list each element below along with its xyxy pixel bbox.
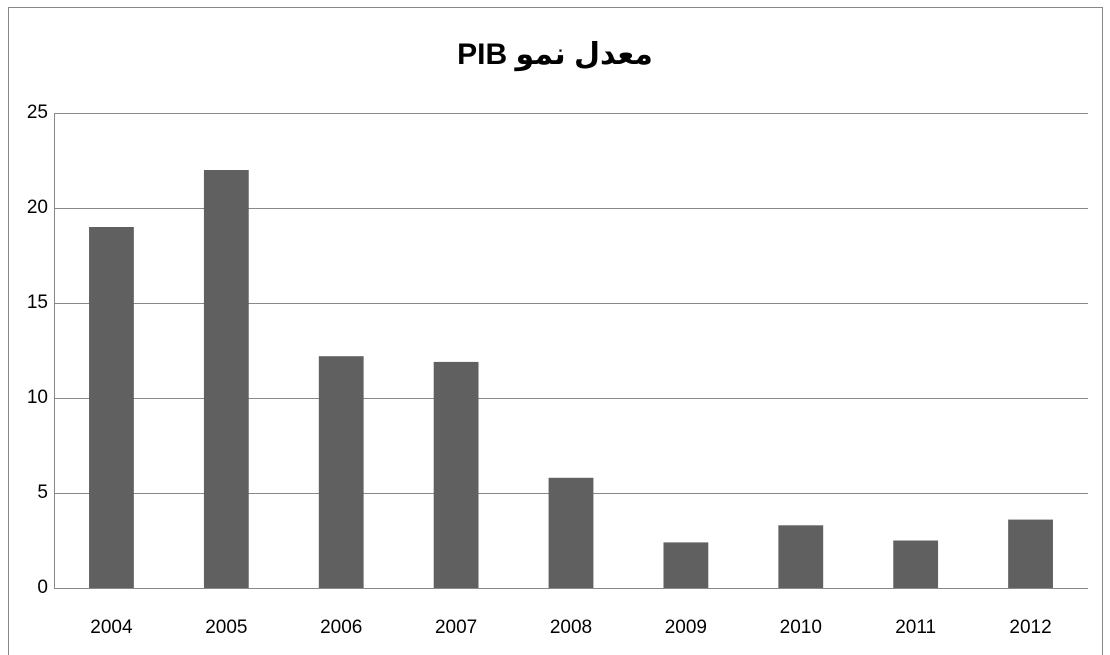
bar [548, 477, 594, 588]
x-tick-label: 2005 [205, 617, 247, 638]
x-tick-label: 2010 [780, 617, 822, 638]
y-tick-label: 10 [27, 387, 48, 408]
chart-title: معدل نمو PIB [457, 38, 653, 71]
y-tick-label: 5 [37, 482, 48, 503]
x-tick-label: 2012 [1009, 617, 1051, 638]
bar [89, 227, 134, 588]
bar [1008, 519, 1053, 588]
bar [663, 542, 709, 588]
x-tick-label: 2007 [435, 617, 477, 638]
x-tick-label: 2004 [90, 617, 133, 638]
bar [778, 525, 824, 588]
y-tick-label: 25 [27, 102, 48, 123]
y-tick-label: 20 [27, 197, 48, 218]
y-tick-label: 15 [27, 292, 48, 313]
bar [433, 361, 479, 588]
x-tick-label: 2006 [320, 617, 362, 638]
bar [203, 170, 249, 588]
bar [318, 356, 364, 588]
y-tick-label: 0 [37, 577, 48, 598]
bar [893, 540, 939, 588]
x-tick-label: 2009 [665, 617, 707, 638]
x-tick-label: 2011 [895, 617, 936, 638]
x-tick-label: 2008 [550, 617, 592, 638]
